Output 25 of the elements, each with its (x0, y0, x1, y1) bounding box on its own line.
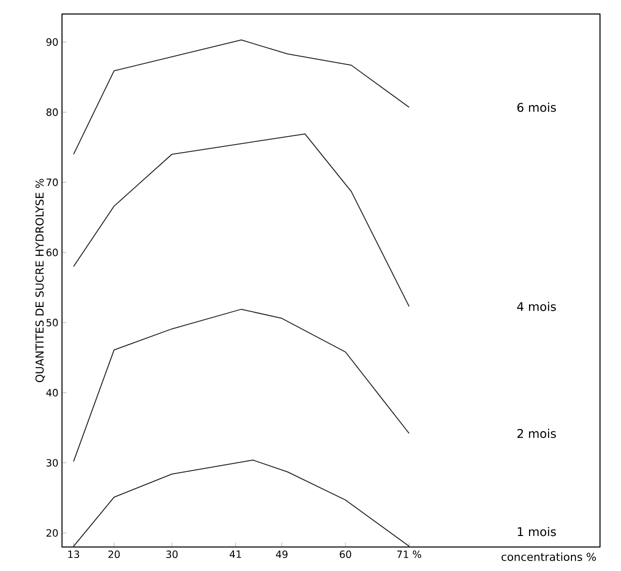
x-axis-title: concentrations % (502, 552, 596, 561)
y-tick-label: 40 (46, 388, 58, 396)
y-tick-label: 70 (46, 178, 58, 186)
y-tick-label: 50 (46, 318, 58, 326)
y-tick-label: 30 (46, 459, 58, 467)
x-tick-label: 60 (340, 550, 352, 558)
text: 4 mois (517, 302, 556, 312)
text: 6 mois (517, 102, 556, 112)
x-tick-label: 30 (166, 550, 178, 558)
text: 1 mois (518, 526, 556, 536)
y-tick-label: 20 (46, 529, 58, 537)
y-tick-label: 80 (46, 108, 58, 116)
y-tick-label: 90 (46, 38, 58, 46)
line-series (73, 133, 410, 307)
x-tick-label: 13 (68, 550, 80, 558)
line-series (73, 460, 410, 547)
x-tick-label: 20 (108, 550, 120, 558)
x-tick-label: 71 % (397, 550, 422, 558)
text: 2 mois (517, 428, 556, 438)
line-series (73, 40, 410, 155)
x-tick-label: 41 (230, 550, 241, 558)
y-tick-label: 60 (46, 248, 58, 256)
x-tick-label: 49 (276, 550, 288, 558)
y-axis-title: QUANTITES DE SUCRE HYDROLYSE % (35, 178, 45, 382)
line-series (73, 308, 410, 462)
